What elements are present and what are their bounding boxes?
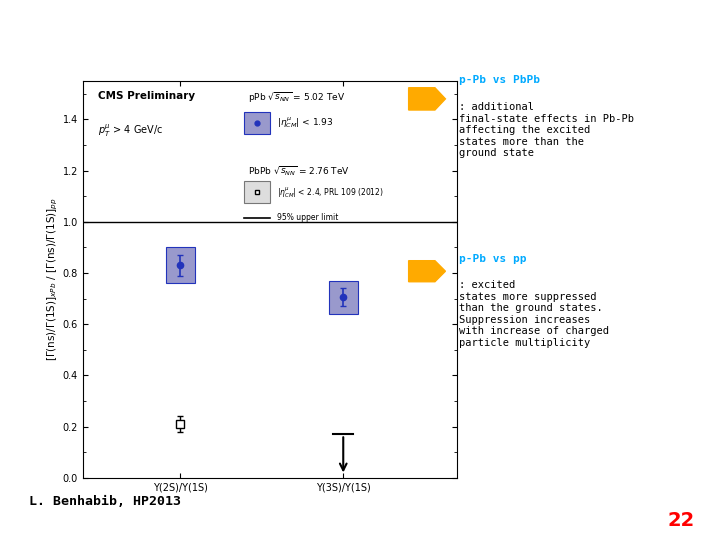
Text: 95% upper limit: 95% upper limit	[277, 213, 339, 222]
Text: PbPb $\sqrt{s_{NN}}$ = 2.76 TeV: PbPb $\sqrt{s_{NN}}$ = 2.76 TeV	[248, 164, 349, 177]
Bar	[244, 181, 270, 203]
Text: : additional
final-state effects in Pb-Pb
affecting the excited
states more than: : additional final-state effects in Pb-P…	[459, 102, 634, 158]
Text: $|\eta^\mu_{CM}|$ < 2.4, PRL 109 (2012): $|\eta^\mu_{CM}|$ < 2.4, PRL 109 (2012)	[277, 185, 384, 199]
Text: p-Pb vs pp: p-Pb vs pp	[459, 254, 526, 264]
Text: L. Benhabib, HP2013: L. Benhabib, HP2013	[29, 495, 181, 508]
Text: 22: 22	[667, 511, 695, 530]
Text: CMS Preliminary: CMS Preliminary	[98, 91, 195, 101]
Text: Υ(2S) & Υ(3S) measurements in p-A: Υ(2S) & Υ(3S) measurements in p-A	[68, 21, 652, 49]
Y-axis label: [Γ(ns)/Γ(1S)]$_{xPb}$ / [Γ(ns)/Γ(1S)]$_{pp}$: [Γ(ns)/Γ(1S)]$_{xPb}$ / [Γ(ns)/Γ(1S)]$_{…	[45, 198, 60, 361]
Bar	[328, 281, 358, 314]
Bar	[166, 247, 195, 284]
Text: p-Pb vs PbPb: p-Pb vs PbPb	[459, 75, 539, 85]
FancyArrow shape	[409, 261, 446, 282]
Text: pPb $\sqrt{s_{NN}}$ = 5.02 TeV: pPb $\sqrt{s_{NN}}$ = 5.02 TeV	[248, 91, 345, 105]
Text: $p_T^\mu$ > 4 GeV/c: $p_T^\mu$ > 4 GeV/c	[98, 123, 163, 139]
FancyArrow shape	[409, 87, 446, 110]
Text: $|\eta^\mu_{CM}|$ < 1.93: $|\eta^\mu_{CM}|$ < 1.93	[277, 115, 334, 130]
Text: : excited
states more suppressed
than the ground states.
Suppression increases
w: : excited states more suppressed than th…	[459, 280, 608, 348]
Bar	[244, 112, 270, 134]
